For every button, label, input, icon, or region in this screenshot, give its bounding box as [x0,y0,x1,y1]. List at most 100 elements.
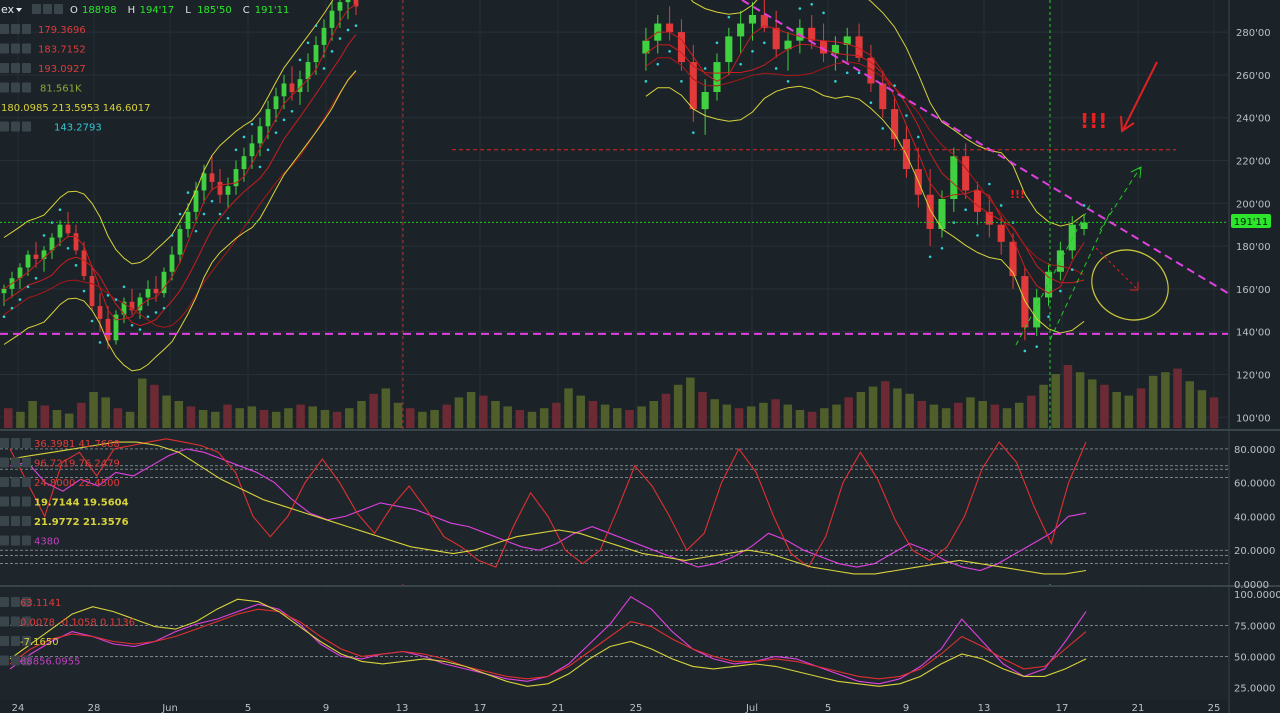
legend-settings-icon[interactable] [43,4,52,14]
sar-dot [218,212,222,216]
legend-settings-icon[interactable] [0,43,9,54]
legend-settings-icon[interactable] [11,477,20,487]
sar-dot [58,208,62,212]
candle-body [185,211,191,229]
legend-settings-icon[interactable] [0,597,9,607]
legend-settings-icon[interactable] [22,496,31,507]
price-tick-label: 240'00 [1236,114,1271,125]
candle-body [41,250,47,259]
sar-dot [905,114,908,117]
stochastic-axis[interactable]: 80.0000 60.0000 40.0000 20.0000 0.0000 [1234,445,1275,591]
time-axis[interactable]: 24 28 Jun 5 9 13 17 21 25 Jul 5 9 13 17 21 25 [12,703,1221,713]
legend-settings-icon[interactable] [11,82,20,93]
volume-bar [1136,388,1146,428]
stochastic-pane[interactable] [0,432,1228,584]
legend-settings-icon[interactable] [0,516,9,526]
legend-settings-icon[interactable] [0,655,9,666]
sar-dot [916,135,920,139]
volume-bar [405,408,415,428]
volume-bar [844,397,853,428]
sar-dot [130,323,134,327]
rsi-axis[interactable]: 100.0000 75.0000 50.0000 25.0000 [1234,590,1280,694]
legend-settings-icon[interactable] [0,82,9,93]
sar-dot [146,315,150,319]
price-tick-label: 280'00 [1236,28,1271,39]
candle-body [879,83,887,110]
volume-bar [698,392,707,428]
rsi-indicator-row: 88856.0955 [0,655,80,668]
volume-bar [649,401,659,428]
rsi-indicator-row: -7.1650 [0,636,59,648]
legend-settings-icon[interactable] [11,63,20,73]
sar-dot [250,122,254,126]
sar-dot [751,50,754,53]
sar-dot [1082,204,1086,207]
legend-settings-icon[interactable] [0,496,9,507]
candle-body [855,36,863,58]
sar-dot [162,306,166,310]
legend-settings-icon[interactable] [22,616,31,627]
legend-settings-icon[interactable] [11,597,20,607]
legend-settings-icon[interactable] [0,477,9,487]
volume-bar [418,411,427,428]
legend-settings-icon[interactable] [22,121,31,132]
legend-settings-icon[interactable] [0,438,9,448]
legend-settings-icon[interactable] [11,535,20,546]
volume-bar [978,401,987,428]
legend-settings-icon[interactable] [22,597,31,607]
legend-settings-icon[interactable] [11,24,20,34]
volume-bar [454,397,464,428]
rsi-pane[interactable] [0,588,1228,700]
legend-settings-icon[interactable] [11,43,20,54]
legend-settings-icon[interactable] [22,655,31,666]
oscillator-tick-label: 40.0000 [1234,512,1275,523]
sar-dot [42,234,46,237]
sar-dot [346,28,350,32]
volume-bar [795,410,805,428]
legend-settings-icon[interactable] [22,457,31,468]
legend-settings-icon[interactable] [0,63,9,73]
legend-settings-icon[interactable] [11,438,20,448]
legend-settings-icon[interactable] [0,457,9,468]
volume-bar [893,388,902,428]
legend-settings-icon[interactable] [0,535,9,546]
legend-settings-icon[interactable] [32,4,41,14]
volume-bar [4,408,13,428]
legend-settings-icon[interactable] [0,616,9,627]
legend-settings-icon[interactable] [11,636,20,646]
legend-settings-icon[interactable] [54,4,63,14]
legend-settings-icon[interactable] [11,655,20,666]
legend-settings-icon[interactable] [11,121,20,132]
volume-bar [1161,372,1170,428]
candle-body [73,233,79,251]
indicator-value: 36.3981 41.7688 [34,439,120,450]
price-axis[interactable]: 280'00 260'00 240'00 220'00 200'00 180'00 160'… [1236,28,1271,424]
legend-settings-icon[interactable] [22,82,31,93]
legend-settings-icon[interactable] [11,496,20,507]
legend-settings-icon[interactable] [22,477,31,487]
candle-body [281,83,287,97]
legend-settings-icon[interactable] [11,516,20,526]
legend-settings-icon[interactable] [22,43,31,54]
indicator-value: 63.1141 [20,598,61,609]
legend-settings-icon[interactable] [22,516,31,526]
legend-settings-icon[interactable] [22,24,31,34]
candle-body [161,271,167,294]
legend-settings-icon[interactable] [22,636,31,646]
legend-settings-icon[interactable] [22,535,31,546]
rsi-indicator-row: 0.0078 -0.1058 0.1136 [0,616,135,629]
caret-down-icon[interactable] [16,8,22,12]
legend-settings-icon[interactable] [0,24,9,34]
volume-bar [539,408,549,428]
volume-bar [479,395,488,428]
volume-bar [101,397,110,428]
volume-bar [929,404,939,428]
legend-settings-icon[interactable] [0,121,9,132]
candle-body [65,224,71,234]
legend-settings-icon[interactable] [11,457,20,468]
legend-settings-icon[interactable] [11,616,20,627]
legend-settings-icon[interactable] [0,636,9,646]
legend-settings-icon[interactable] [22,63,31,73]
legend-settings-icon[interactable] [22,438,31,448]
